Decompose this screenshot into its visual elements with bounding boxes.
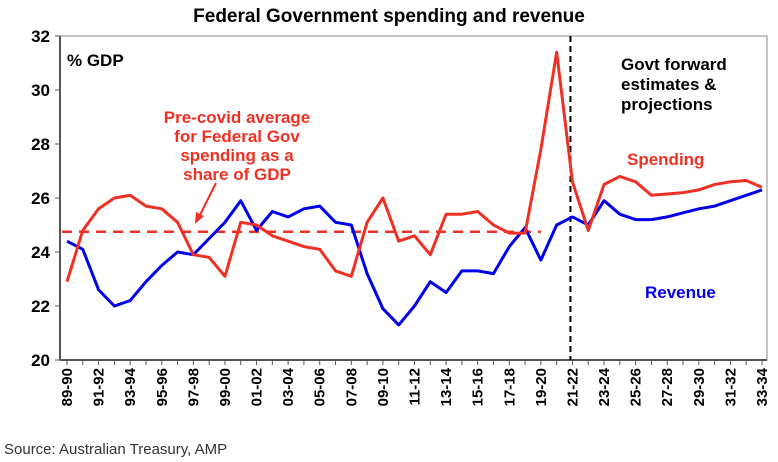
x-tick-label: 11-12	[407, 368, 424, 406]
x-tick-label: 99-00	[217, 368, 234, 406]
y-tick-label: 20	[31, 351, 50, 370]
x-tick-label: 91-92	[91, 368, 108, 406]
forecast-label-line: projections	[621, 95, 713, 114]
x-axis: 89-90 91-92 93-94 95-96 97-98 99-00 01-02 03-04…	[59, 359, 771, 406]
x-tick-label: 19-20	[533, 368, 550, 406]
x-tick-label: 29-30	[691, 368, 708, 406]
x-tick-label: 01-02	[249, 368, 266, 406]
avg-label-line: Pre-covid average	[164, 108, 310, 127]
y-tick-label: 32	[31, 27, 50, 46]
avg-annotation: Pre-covid average for Federal Gov spendi…	[164, 108, 310, 184]
x-tick-label: 33-34	[754, 367, 771, 406]
avg-label-line: share of GDP	[183, 165, 291, 184]
x-tick-label: 13-14	[438, 367, 455, 406]
chart-title: Federal Government spending and revenue	[193, 6, 585, 27]
series-revenue	[66, 188, 763, 327]
source-note: Source: Australian Treasury, AMP	[4, 441, 227, 458]
spending-label: Spending	[627, 150, 704, 169]
avg-label-line: for Federal Gov	[174, 127, 300, 146]
y-tick-label: 30	[31, 81, 50, 100]
y-tick-label: 26	[31, 189, 50, 208]
y-tick-label: 22	[31, 297, 50, 316]
forecast-annotation: Govt forward estimates & projections	[621, 55, 727, 114]
y-tick-label: 28	[31, 135, 50, 154]
x-tick-label: 93-94	[122, 367, 139, 406]
x-tick-label: 97-98	[185, 368, 202, 406]
forecast-label-line: Govt forward	[621, 55, 727, 74]
x-tick-label: 31-32	[722, 368, 739, 406]
x-tick-label: 89-90	[59, 368, 76, 406]
x-tick-label: 23-24	[596, 367, 613, 406]
y-tick-label: 24	[31, 243, 50, 262]
arrow-icon	[195, 182, 217, 224]
x-tick-label: 21-22	[564, 368, 581, 406]
x-tick-label: 03-04	[280, 367, 297, 406]
y-axis-label: % GDP	[67, 51, 124, 70]
revenue-label: Revenue	[645, 283, 716, 302]
x-tick-label: 07-08	[343, 368, 360, 406]
x-tick-label: 95-96	[154, 368, 171, 406]
avg-label-line: spending as a	[180, 146, 294, 165]
x-tick-label: 17-18	[501, 368, 518, 406]
x-tick-label: 15-16	[470, 368, 487, 406]
x-tick-label: 05-06	[312, 368, 329, 406]
series-spending	[65, 50, 763, 283]
x-tick-label: 27-28	[659, 368, 676, 406]
forecast-label-line: estimates &	[621, 75, 716, 94]
x-tick-label: 09-10	[375, 368, 392, 406]
y-axis: 20 22 24 26 28 30 32	[31, 27, 61, 370]
x-tick-label: 25-26	[628, 368, 645, 406]
revenue-line	[66, 188, 763, 327]
